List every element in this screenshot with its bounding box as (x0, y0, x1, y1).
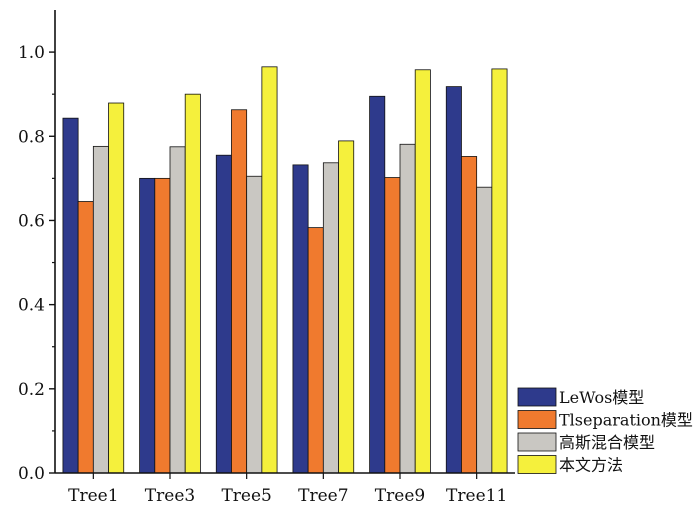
bar-tree9-series-1 (369, 95, 386, 474)
x-tick-label: Tree11 (446, 486, 507, 506)
bar-tree11-series-2 (461, 156, 478, 474)
bar-tree1-series-1 (62, 117, 79, 474)
y-tick-label: 0.0 (18, 464, 45, 484)
y-tick-label: 0.2 (18, 380, 45, 400)
bar-tree11-series-4 (491, 68, 508, 474)
bar-tree5-series-1 (215, 154, 232, 474)
bar-tree3-series-4 (184, 93, 201, 474)
bar-tree7-series-3 (322, 162, 339, 474)
bar-tree1-series-3 (92, 145, 109, 474)
bar-tree5-series-3 (246, 175, 263, 474)
bar-tree9-series-4 (414, 69, 431, 474)
bar-tree7-series-1 (292, 164, 309, 474)
y-tick-label: 1.0 (18, 43, 45, 63)
y-axis-ticks: 0.0 0.2 0.4 0.6 0.8 1.0 (18, 43, 55, 484)
bars-layer (62, 66, 508, 474)
legend-swatch (517, 387, 557, 407)
bar-tree7-series-4 (338, 140, 355, 474)
x-tick-label: Tree1 (68, 486, 118, 506)
y-tick-label: 0.6 (18, 211, 45, 231)
x-tick-label: Tree7 (298, 486, 348, 506)
legend-label: 高斯混合模型 (559, 433, 655, 452)
bar-tree5-series-4 (261, 66, 278, 474)
legend-swatch (517, 432, 557, 452)
bar-tree3-series-3 (169, 146, 186, 474)
bar-tree9-series-3 (399, 143, 416, 474)
legend-swatch (517, 455, 557, 474)
bar-tree3-series-1 (139, 177, 156, 474)
x-tick-label: Tree3 (145, 486, 195, 506)
bar-tree11-series-1 (445, 86, 462, 474)
y-tick-label: 0.4 (18, 296, 45, 316)
bar-tree3-series-2 (154, 177, 171, 474)
bar-tree5-series-2 (231, 109, 248, 474)
x-tick-label: Tree9 (375, 486, 425, 506)
bar-tree1-series-4 (108, 102, 125, 474)
bar-tree9-series-2 (384, 177, 401, 474)
legend-label: Tlseparation模型 (559, 411, 693, 430)
legend-swatch (517, 410, 557, 429)
y-tick-label: 0.8 (18, 127, 45, 147)
legend-label: LeWos模型 (559, 388, 644, 407)
x-tick-label: Tree5 (221, 486, 271, 506)
legend-label: 本文方法 (559, 456, 623, 475)
x-axis-ticks: Tree1 Tree3 Tree5 Tree7 Tree9 Tree11 (68, 473, 507, 506)
bar-tree7-series-2 (307, 227, 324, 474)
bar-tree11-series-3 (476, 186, 493, 474)
bar-tree1-series-2 (77, 201, 94, 474)
